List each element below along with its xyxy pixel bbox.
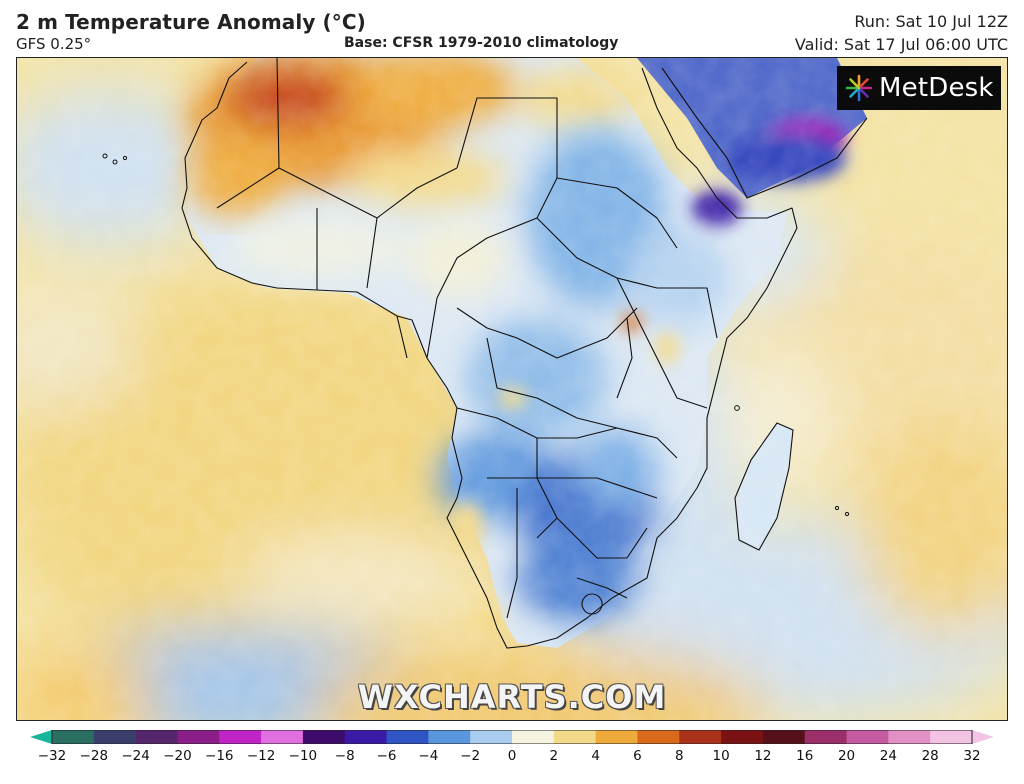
colorbar-tick-label: −28 bbox=[79, 748, 109, 764]
temperature-colorbar bbox=[30, 730, 994, 744]
colorbar-tick-label: 20 bbox=[837, 748, 856, 764]
colorbar-tick-label: 6 bbox=[633, 748, 642, 764]
colorbar-tick-label: −6 bbox=[376, 748, 397, 764]
colorbar-tick-label: 24 bbox=[879, 748, 897, 764]
colorbar-segment bbox=[721, 730, 764, 744]
colorbar-segment bbox=[930, 730, 973, 744]
colorbar-segment bbox=[344, 730, 388, 744]
colorbar-segment bbox=[679, 730, 722, 744]
colorbar-segment bbox=[428, 730, 471, 744]
colorbar-tick-label: 2 bbox=[549, 748, 559, 764]
colorbar-segment bbox=[302, 730, 346, 744]
colorbar-segment bbox=[804, 730, 848, 744]
map-canvas bbox=[17, 58, 1007, 720]
colorbar-segment bbox=[846, 730, 889, 744]
colorbar-tick-label: 32 bbox=[963, 748, 981, 764]
colorbar-tick-label: 28 bbox=[921, 748, 939, 764]
colorbar-segment bbox=[135, 730, 179, 744]
colorbar-tick-label: 0 bbox=[507, 748, 517, 764]
map-title: 2 m Temperature Anomaly (°C) bbox=[16, 10, 366, 34]
colorbar-tick-label: 10 bbox=[712, 748, 730, 764]
colorbar-segment bbox=[888, 730, 931, 744]
climatology-base-label: Base: CFSR 1979-2010 climatology bbox=[344, 35, 619, 51]
colorbar-tick-label: −4 bbox=[418, 748, 439, 764]
model-label: GFS 0.25° bbox=[16, 35, 92, 53]
colorbar-segment bbox=[595, 730, 639, 744]
colorbar-tick-label: −12 bbox=[246, 748, 276, 764]
colorbar-segment bbox=[93, 730, 137, 744]
anomaly-map: MetDesk WXCHARTS.COM bbox=[16, 57, 1008, 721]
colorbar-segment bbox=[386, 730, 429, 744]
colorbar-segment bbox=[553, 730, 597, 744]
colorbar-tick-label: −20 bbox=[163, 748, 192, 764]
valid-time-label: Valid: Sat 17 Jul 06:00 UTC bbox=[794, 35, 1008, 54]
colorbar-tick-labels: −32 −28 −24 −20 −16 −12 −10 −8 −6 −4 −2 0 2 4 6 8 10 12 16… bbox=[30, 748, 994, 768]
colorbar-tick-label: −16 bbox=[205, 748, 234, 764]
colorbar-segment bbox=[219, 730, 262, 744]
run-time-label: Run: Sat 10 Jul 12Z bbox=[854, 12, 1008, 31]
wxcharts-watermark: WXCHARTS.COM bbox=[357, 678, 667, 716]
colorbar-tick-label: −24 bbox=[121, 748, 150, 764]
colorbar-tick-label: 16 bbox=[796, 748, 814, 764]
colorbar-tick-label: −10 bbox=[288, 748, 318, 764]
colorbar-tick-label: 4 bbox=[591, 748, 600, 764]
metdesk-logo: MetDesk bbox=[837, 66, 1001, 110]
colorbar-segment bbox=[470, 730, 513, 744]
colorbar-tick-label: −8 bbox=[334, 748, 355, 764]
colorbar-tick-label: 8 bbox=[674, 748, 684, 764]
colorbar-segment bbox=[52, 730, 95, 744]
colorbar-segment bbox=[261, 730, 304, 744]
colorbar-tick-label: 12 bbox=[754, 748, 772, 764]
colorbar-tick-label: −32 bbox=[37, 748, 67, 764]
colorbar-segment bbox=[512, 730, 555, 744]
colorbar-max-arrow bbox=[972, 730, 994, 744]
colorbar-segment bbox=[762, 730, 806, 744]
colorbar-segment bbox=[177, 730, 220, 744]
metdesk-brand-name: MetDesk bbox=[879, 73, 994, 103]
metdesk-sunburst-icon bbox=[845, 74, 873, 102]
colorbar-tick-label: −2 bbox=[460, 748, 481, 764]
colorbar-segment bbox=[637, 730, 680, 744]
colorbar-min-arrow bbox=[30, 730, 52, 744]
